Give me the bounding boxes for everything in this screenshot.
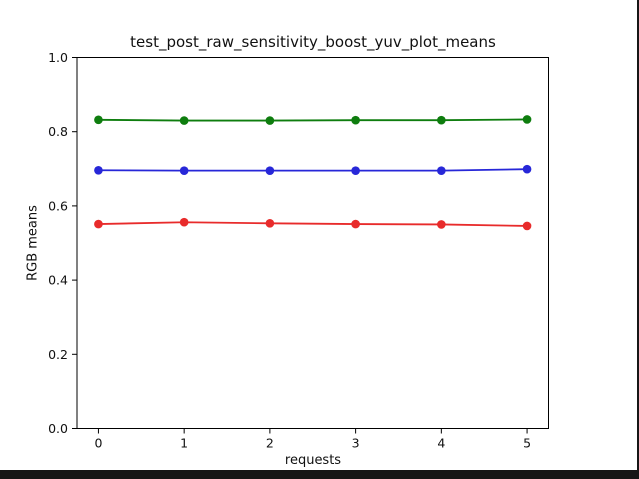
- plot-area: 0.0 0.2 0.4 0.6 0.8 1.0 0 1 2 3 4 5: [48, 50, 549, 451]
- y-tick-label: 0.8: [48, 124, 68, 139]
- series-red-marker: [179, 217, 189, 227]
- x-tick-label: 1: [180, 436, 188, 451]
- axes-frame: [76, 57, 549, 429]
- x-tick-label: 2: [266, 436, 274, 451]
- x-tick-label: 4: [437, 436, 445, 451]
- series-blue-marker: [179, 166, 189, 175]
- series-red-line: [98, 221, 528, 227]
- figure-canvas: test_post_raw_sensitivity_boost_yuv_plot…: [0, 0, 637, 470]
- series-blue-marker: [437, 166, 446, 175]
- series-blue-marker: [351, 166, 360, 175]
- series-blue-marker: [522, 164, 532, 174]
- y-tick-label: 0.4: [48, 273, 68, 288]
- series-green-line: [98, 118, 528, 122]
- series-green-marker: [179, 116, 189, 125]
- series-green-marker: [437, 115, 446, 125]
- series-green-marker: [522, 115, 532, 124]
- series-red-marker: [437, 220, 446, 229]
- chart-title: test_post_raw_sensitivity_boost_yuv_plot…: [130, 33, 496, 51]
- series-blue-marker: [265, 166, 275, 175]
- y-tick-label: 0.0: [48, 421, 68, 436]
- series-red-marker: [94, 219, 103, 229]
- series-red-marker: [351, 219, 360, 229]
- x-tick-label: 0: [94, 436, 102, 451]
- y-tick-label: 0.6: [48, 198, 68, 213]
- y-tick-label: 1.0: [48, 50, 68, 65]
- series-red-marker: [522, 221, 532, 231]
- series-blue-marker: [94, 165, 103, 175]
- series-green-marker: [94, 115, 103, 125]
- x-axis-label: requests: [284, 453, 342, 468]
- series-blue-line: [98, 168, 528, 172]
- series-red-marker: [265, 219, 275, 228]
- series-green-marker: [265, 116, 275, 125]
- x-tick-label: 3: [352, 436, 360, 451]
- y-tick-label: 0.2: [48, 347, 68, 362]
- series-green-marker: [351, 115, 360, 125]
- x-tick-label: 5: [523, 436, 531, 451]
